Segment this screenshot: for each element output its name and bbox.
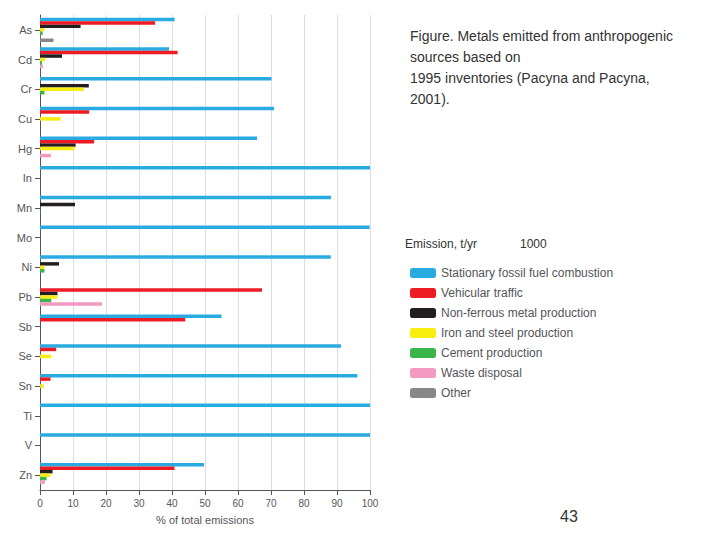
svg-text:As: As: [19, 24, 32, 36]
svg-text:Ti: Ti: [23, 410, 32, 422]
svg-text:% of total emissions: % of total emissions: [156, 514, 254, 526]
svg-text:70: 70: [265, 498, 277, 509]
svg-text:100: 100: [362, 498, 379, 509]
svg-text:Other: Other: [441, 386, 471, 400]
svg-text:80: 80: [298, 498, 310, 509]
svg-text:Stationary fossil fuel combust: Stationary fossil fuel combustion: [441, 266, 613, 280]
svg-text:Emission, t/yr: Emission, t/yr: [405, 237, 477, 251]
svg-text:Non-ferrous metal production: Non-ferrous metal production: [441, 306, 596, 320]
svg-text:50: 50: [199, 498, 211, 509]
svg-text:0: 0: [37, 498, 43, 509]
svg-text:Cd: Cd: [18, 54, 32, 66]
svg-text:30: 30: [133, 498, 145, 509]
svg-text:Pb: Pb: [19, 291, 32, 303]
svg-text:Cement production: Cement production: [441, 346, 542, 360]
svg-text:Cu: Cu: [18, 113, 32, 125]
svg-text:2001).: 2001).: [410, 91, 450, 107]
svg-text:Mo: Mo: [17, 232, 32, 244]
svg-text:Hg: Hg: [18, 143, 32, 155]
svg-text:Figure. Metals emitted from an: Figure. Metals emitted from anthropogeni…: [410, 28, 673, 44]
svg-text:90: 90: [331, 498, 343, 509]
svg-text:Mn: Mn: [17, 202, 32, 214]
svg-text:Cr: Cr: [20, 83, 32, 95]
svg-text:Sn: Sn: [19, 380, 32, 392]
svg-text:1000: 1000: [520, 237, 547, 251]
svg-text:Ni: Ni: [22, 261, 32, 273]
svg-text:1995 inventories (Pacyna and P: 1995 inventories (Pacyna and Pacyna,: [410, 70, 650, 86]
svg-text:20: 20: [100, 498, 112, 509]
svg-text:Iron and steel production: Iron and steel production: [441, 326, 573, 340]
svg-text:sources based on: sources based on: [410, 49, 521, 65]
svg-text:60: 60: [232, 498, 244, 509]
svg-text:In: In: [23, 172, 32, 184]
svg-text:V: V: [25, 439, 33, 451]
svg-text:Waste disposal: Waste disposal: [441, 366, 522, 380]
svg-text:Sb: Sb: [19, 321, 32, 333]
svg-text:Zn: Zn: [19, 469, 32, 481]
svg-text:40: 40: [166, 498, 178, 509]
svg-text:43: 43: [560, 508, 578, 525]
svg-text:10: 10: [67, 498, 79, 509]
svg-text:Vehicular traffic: Vehicular traffic: [441, 286, 523, 300]
svg-text:Se: Se: [19, 350, 32, 362]
